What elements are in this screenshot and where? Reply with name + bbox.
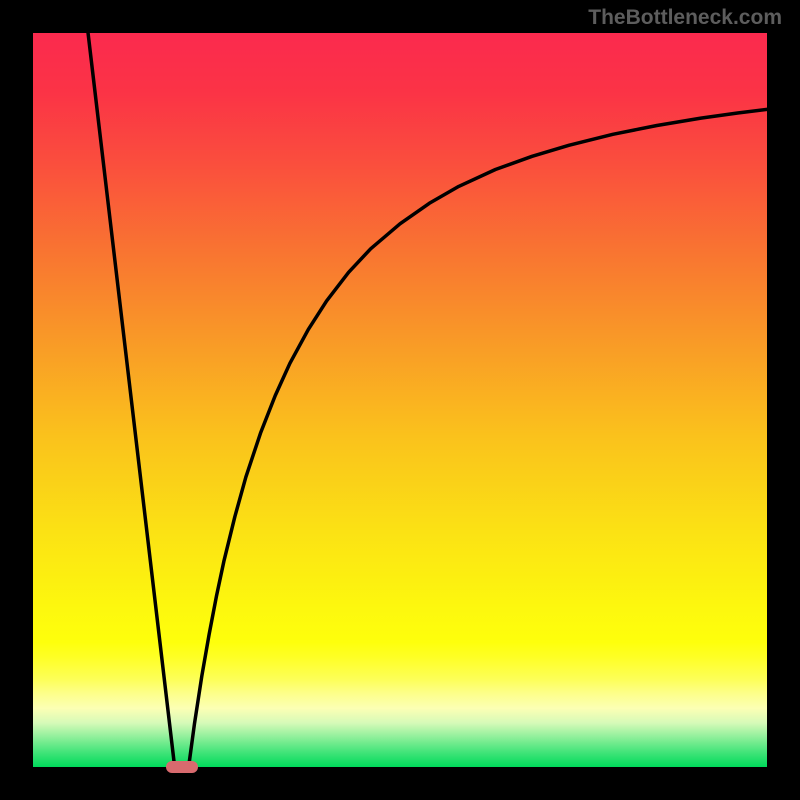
plot-area bbox=[33, 33, 767, 767]
watermark-text: TheBottleneck.com bbox=[588, 6, 782, 30]
minimum-marker bbox=[166, 761, 198, 773]
chart-container: TheBottleneck.com bbox=[0, 0, 800, 800]
curves-svg bbox=[33, 33, 767, 767]
